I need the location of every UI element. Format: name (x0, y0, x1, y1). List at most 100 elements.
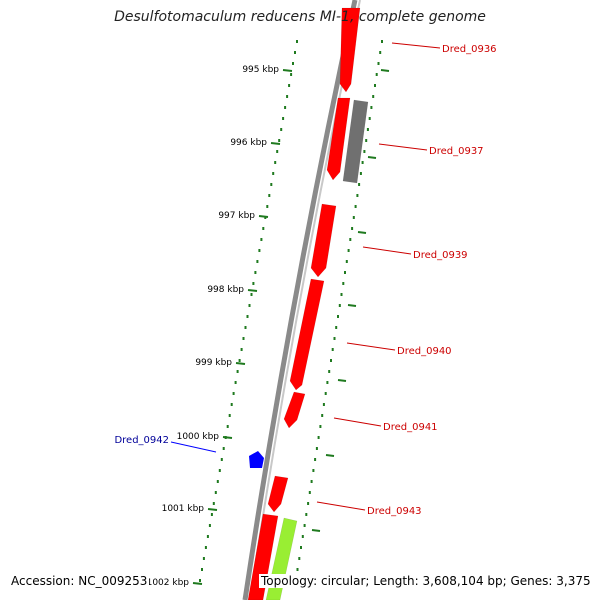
tick-dot (322, 403, 325, 406)
tick-dot (272, 172, 275, 175)
gene-label-dred-0940[interactable]: Dred_0940 (397, 346, 452, 357)
tick-dot (199, 579, 201, 582)
tick-dot (296, 40, 298, 43)
tick-dot (300, 546, 302, 549)
tick-dot (303, 524, 306, 527)
gene-dred-0943[interactable] (267, 475, 289, 513)
axis-tick (207, 508, 218, 511)
gene-dred-0940[interactable] (289, 278, 325, 391)
tick-dot (260, 238, 263, 241)
axis-tick-label: 999 kbp (195, 358, 232, 368)
tick-dot (345, 260, 348, 263)
axis-tick-label: 1002 kbp (147, 578, 190, 588)
tick-dot (246, 315, 249, 318)
leader-line (362, 246, 412, 255)
tick-dot (218, 469, 221, 472)
tick-dot (284, 106, 287, 109)
tick-dot (216, 480, 219, 483)
genome-title: Desulfotomaculum reducens MI-1, complete… (114, 9, 486, 25)
axis-tick-label: 1001 kbp (162, 504, 205, 514)
tick-dot (202, 557, 205, 560)
tick-dot (375, 73, 378, 76)
tick-dot (236, 370, 239, 373)
tick-dot (248, 304, 251, 307)
tick-dot (242, 337, 245, 340)
tick-dot (338, 304, 341, 307)
gene-label-dred-0941[interactable]: Dred_0941 (383, 422, 438, 433)
gene-label-dred-0942[interactable]: Dred_0942 (114, 435, 169, 446)
leader-line (346, 342, 396, 351)
tick-dot (274, 161, 277, 164)
gene-label-dred-0939[interactable]: Dred_0939 (413, 250, 468, 261)
axis-tick (325, 454, 335, 457)
tick-dot (296, 568, 299, 571)
tick-dot (349, 238, 352, 241)
tick-dot (314, 458, 317, 461)
tick-dot (335, 326, 338, 329)
tick-dot (266, 205, 269, 208)
axis-tick (235, 362, 246, 365)
leader-line (333, 417, 382, 427)
tick-dot (282, 117, 285, 120)
axis-tick (347, 304, 357, 307)
tick-dot (372, 95, 375, 98)
axis-tick (337, 379, 347, 382)
tick-dot (292, 62, 294, 65)
tick-dot (268, 194, 271, 197)
tick-dot (278, 139, 281, 142)
tick-dot (307, 502, 310, 505)
tick-dot (290, 73, 293, 76)
tick-dot (276, 150, 279, 153)
tick-dot (308, 491, 311, 494)
tick-dot (228, 414, 231, 417)
tick-dot (250, 293, 253, 296)
leader-line (170, 441, 217, 453)
tick-dot (294, 51, 296, 54)
tick-dot (347, 249, 350, 252)
tick-dot (240, 348, 243, 351)
tick-dot (310, 480, 313, 483)
tick-dot (234, 381, 237, 384)
tick-dot (258, 249, 261, 252)
tick-dot (319, 425, 322, 428)
tick-dot (201, 568, 203, 571)
tick-dot (326, 381, 329, 384)
tick-dot (280, 128, 283, 131)
tick-dot (212, 502, 215, 505)
tick-dot (342, 282, 345, 285)
gene-dred-0942[interactable] (249, 451, 264, 468)
tick-dot (368, 117, 371, 120)
gene-label-dred-0936[interactable]: Dred_0936 (442, 44, 497, 55)
tick-dot (226, 425, 229, 428)
axis-tick (380, 69, 390, 72)
gene-red-bottom[interactable] (247, 513, 279, 600)
gene-dred-0941[interactable] (283, 391, 306, 429)
tick-dot (379, 51, 382, 54)
tick-dot (288, 84, 291, 87)
axis-tick-label: 995 kbp (242, 65, 279, 75)
tick-dot (230, 403, 233, 406)
tick-dot (256, 260, 259, 263)
backbone-inner (249, 0, 361, 600)
axis-tick (247, 289, 258, 292)
gene-dred-0939[interactable] (310, 203, 337, 278)
gene-dred-0937-red[interactable] (326, 97, 351, 181)
axis-tick (311, 529, 321, 532)
tick-dot (208, 524, 211, 527)
gene-label-dred-0937[interactable]: Dred_0937 (429, 146, 484, 157)
gene-label-dred-0943[interactable]: Dred_0943 (367, 506, 422, 517)
tick-dot (361, 161, 364, 164)
accession-label: Accession: NC_009253 (9, 574, 150, 588)
axis-tick-label: 996 kbp (230, 138, 267, 148)
gene-dred-0937[interactable] (342, 99, 369, 184)
axis-tick (222, 436, 233, 439)
tick-dot (254, 271, 257, 274)
tick-dot (358, 183, 361, 186)
tick-dot (363, 150, 366, 153)
tick-dot (366, 128, 369, 131)
axis-tick (282, 69, 293, 72)
tick-dot (214, 491, 217, 494)
gene-dred-0936[interactable] (339, 7, 361, 93)
